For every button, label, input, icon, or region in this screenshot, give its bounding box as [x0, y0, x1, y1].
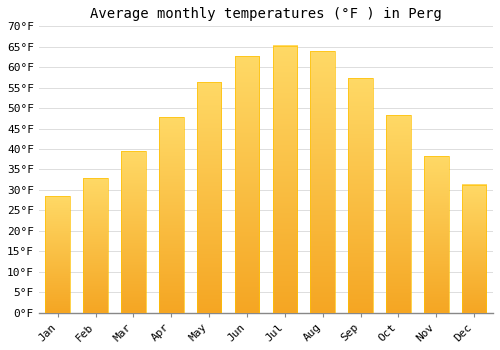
Title: Average monthly temperatures (°F ) in Perg: Average monthly temperatures (°F ) in Pe…	[90, 7, 442, 21]
Bar	[46, 196, 70, 313]
Bar	[462, 184, 486, 313]
Bar	[310, 51, 335, 313]
Bar	[348, 78, 373, 313]
Bar	[386, 116, 410, 313]
Bar	[84, 178, 108, 313]
Bar	[121, 152, 146, 313]
Bar	[197, 82, 222, 313]
Bar	[159, 117, 184, 313]
Bar	[424, 156, 448, 313]
Bar	[272, 46, 297, 313]
Bar	[234, 56, 260, 313]
